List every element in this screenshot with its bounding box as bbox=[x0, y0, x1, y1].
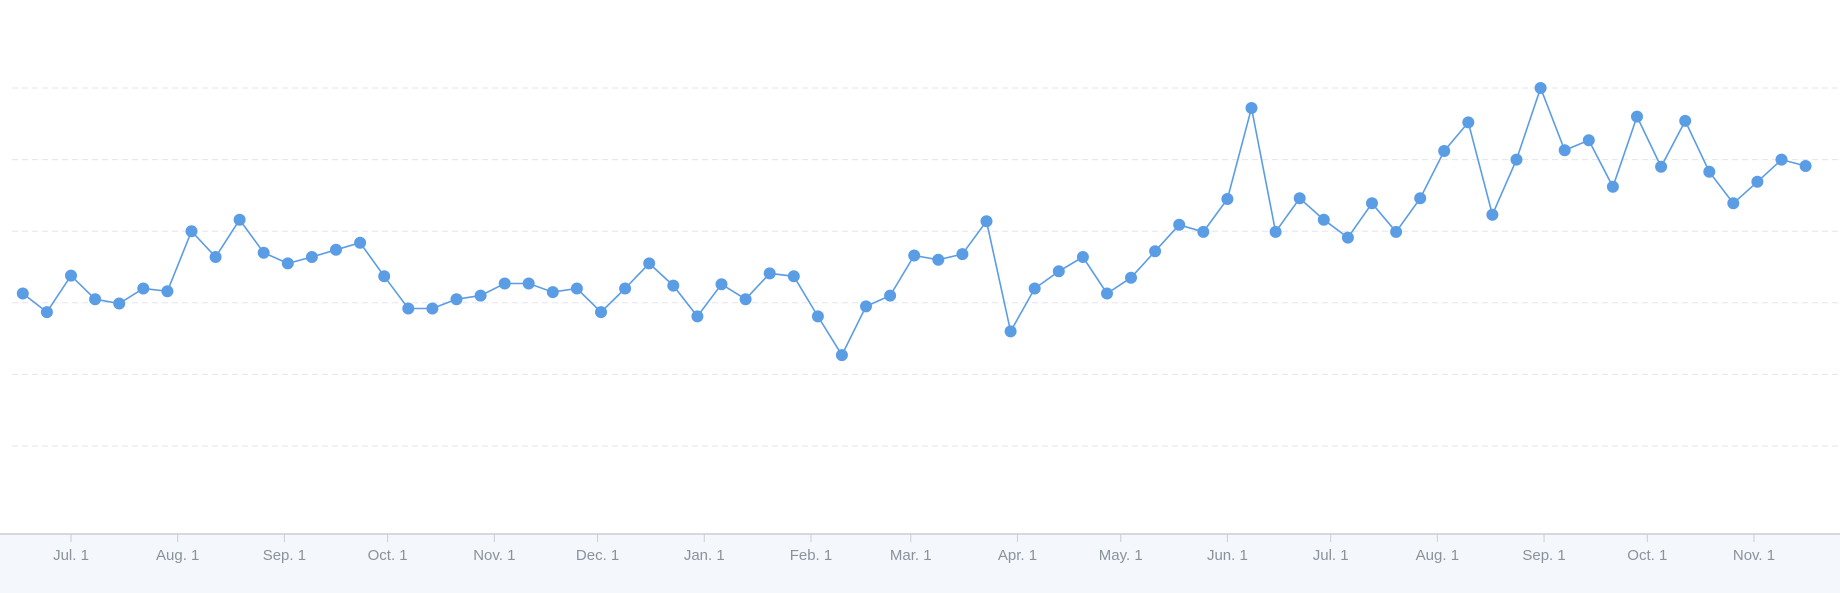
data-point bbox=[474, 289, 487, 302]
data-point bbox=[1534, 82, 1547, 94]
data-point bbox=[257, 246, 270, 259]
data-point bbox=[1703, 165, 1716, 178]
data-point bbox=[1606, 180, 1619, 193]
data-point bbox=[1076, 251, 1089, 263]
data-point bbox=[1052, 265, 1065, 278]
x-axis-band bbox=[0, 534, 1840, 593]
x-tick-label: Nov. 1 bbox=[473, 547, 515, 564]
x-tick-label: Mar. 1 bbox=[890, 547, 932, 564]
x-tick-label: Feb. 1 bbox=[790, 547, 833, 564]
data-point bbox=[89, 293, 102, 306]
data-point bbox=[715, 278, 728, 291]
data-point bbox=[498, 277, 511, 290]
data-point bbox=[1655, 160, 1668, 173]
data-point bbox=[161, 285, 174, 298]
x-tick-label: Jun. 1 bbox=[1207, 547, 1248, 564]
data-point bbox=[233, 213, 246, 226]
data-point bbox=[546, 286, 559, 299]
data-point bbox=[570, 282, 583, 295]
data-point bbox=[1727, 197, 1740, 210]
data-point bbox=[1582, 134, 1595, 147]
data-point bbox=[667, 279, 680, 292]
grid bbox=[12, 87, 1840, 447]
x-tick-label: Sep. 1 bbox=[263, 547, 306, 564]
data-point bbox=[1269, 225, 1282, 238]
data-point bbox=[932, 253, 945, 266]
data-point bbox=[1101, 287, 1113, 300]
data-point bbox=[1366, 197, 1378, 210]
data-point bbox=[1317, 213, 1330, 226]
data-point bbox=[1679, 114, 1692, 127]
data-point bbox=[980, 215, 993, 228]
data-point bbox=[1245, 102, 1258, 114]
data-point bbox=[1799, 160, 1812, 172]
data-point bbox=[113, 297, 126, 310]
data-point bbox=[1028, 282, 1041, 295]
x-tick-label: Sep. 1 bbox=[1522, 547, 1565, 564]
data-point bbox=[185, 225, 198, 238]
data-point bbox=[691, 310, 704, 323]
data-point bbox=[1510, 153, 1523, 166]
data-point bbox=[1341, 231, 1354, 244]
data-point bbox=[811, 310, 824, 323]
x-tick-label: Dec. 1 bbox=[576, 547, 619, 564]
data-point bbox=[1125, 271, 1137, 284]
x-tick-label: Aug. 1 bbox=[156, 547, 199, 564]
data-point bbox=[305, 251, 318, 263]
data-point bbox=[1149, 245, 1162, 258]
data-point bbox=[402, 302, 415, 315]
data-point bbox=[763, 267, 776, 280]
data-point bbox=[643, 257, 656, 270]
data-point bbox=[1438, 145, 1451, 157]
data-point bbox=[1462, 116, 1475, 129]
data-point bbox=[330, 243, 342, 256]
data-point bbox=[378, 270, 391, 283]
data-point bbox=[595, 306, 607, 319]
data-point bbox=[1775, 153, 1788, 166]
data-point bbox=[281, 257, 294, 270]
data-point bbox=[16, 287, 29, 300]
data-point bbox=[137, 282, 150, 295]
data-point bbox=[1558, 144, 1571, 157]
data-point bbox=[860, 300, 872, 313]
data-point bbox=[908, 249, 921, 262]
x-tick-label: Oct. 1 bbox=[1627, 547, 1667, 564]
data-point bbox=[884, 289, 897, 302]
data-point bbox=[1414, 192, 1427, 205]
series bbox=[16, 82, 1812, 362]
data-point bbox=[1486, 208, 1499, 221]
data-point bbox=[956, 248, 969, 261]
data-point bbox=[1004, 325, 1017, 338]
x-tick-label: May. 1 bbox=[1099, 547, 1143, 564]
data-point bbox=[1751, 175, 1764, 188]
data-point bbox=[1221, 193, 1234, 205]
series-line bbox=[22, 85, 1806, 357]
data-point bbox=[1631, 110, 1643, 123]
x-tick-label: Jul. 1 bbox=[1313, 547, 1349, 564]
data-point bbox=[354, 236, 367, 249]
data-point bbox=[1293, 192, 1306, 205]
data-point bbox=[450, 293, 463, 306]
data-point bbox=[1390, 225, 1403, 238]
data-point bbox=[40, 306, 53, 319]
x-axis: Jul. 1 Aug. 1 Sep. 1 Oct. 1 Nov. 1 Dec. 1 Jan.… bbox=[0, 533, 1840, 593]
x-tick-label: Aug. 1 bbox=[1416, 547, 1459, 564]
data-point bbox=[787, 270, 800, 283]
data-point bbox=[619, 282, 632, 295]
data-point bbox=[65, 269, 77, 282]
x-tick-label: Apr. 1 bbox=[998, 547, 1037, 564]
data-point bbox=[426, 302, 439, 315]
data-point bbox=[522, 277, 535, 290]
x-tick-label: Jan. 1 bbox=[684, 547, 725, 564]
data-point bbox=[835, 349, 848, 362]
x-tick-label: Nov. 1 bbox=[1733, 547, 1775, 564]
data-point bbox=[209, 251, 222, 263]
data-point bbox=[1173, 218, 1186, 231]
x-tick-label: Jul. 1 bbox=[53, 547, 89, 564]
data-point bbox=[739, 293, 752, 306]
data-point bbox=[1197, 225, 1210, 238]
x-tick-label: Oct. 1 bbox=[368, 547, 408, 564]
